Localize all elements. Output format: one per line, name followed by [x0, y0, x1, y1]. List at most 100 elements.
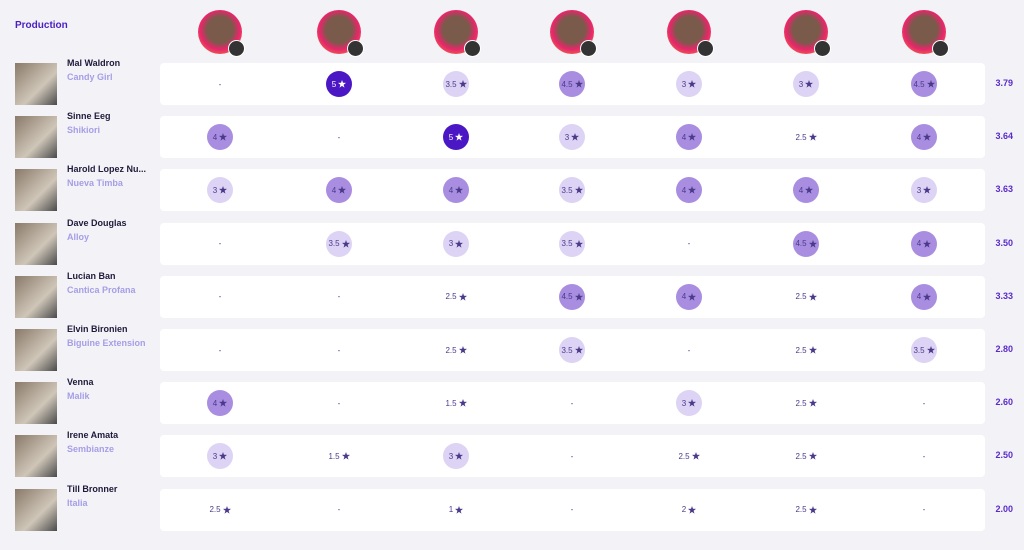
rating: 3 — [676, 390, 702, 417]
rating: 2.5 — [443, 284, 469, 310]
rating-value: 2.5 — [795, 132, 807, 142]
average-score: 2.50 — [995, 450, 1013, 461]
rating-value: 3 — [916, 185, 922, 195]
rating-value: 3 — [448, 239, 454, 249]
rating-value: 3.5 — [445, 79, 457, 89]
rating: 1.5 — [443, 390, 469, 416]
rating: 2.5 — [793, 390, 819, 416]
rating-value: 2.5 — [445, 292, 457, 302]
album-name: Nueva Timba — [67, 178, 123, 189]
rating: 2.5 — [793, 124, 819, 150]
artist-name: Irene Amata — [67, 430, 119, 441]
rating-value: - — [337, 345, 341, 355]
outlet-badge — [697, 40, 714, 57]
rating-value: 3 — [681, 79, 687, 89]
album-name: Shikiori — [67, 125, 101, 136]
rating-value: 3.5 — [328, 239, 340, 249]
album-name: Alloy — [67, 231, 90, 242]
rating: 4 — [326, 177, 352, 204]
rating-value: - — [218, 345, 222, 355]
album-name: Candy Girl — [67, 72, 113, 82]
rating: 5 — [326, 71, 352, 97]
rating-value: 4 — [798, 185, 804, 195]
rating-value: 4.5 — [795, 239, 807, 249]
album-name: Italia — [67, 497, 88, 508]
star-icon — [926, 346, 935, 354]
rating: 5 — [443, 124, 469, 151]
rating-value: 2.5 — [795, 398, 807, 408]
row-card — [160, 435, 985, 478]
rating-value: - — [218, 79, 222, 89]
rating-value: 1 — [448, 505, 454, 515]
rating: 2.5 — [443, 337, 469, 363]
rating-value: 2.5 — [795, 292, 807, 302]
star-icon — [455, 505, 464, 514]
rating: - — [326, 497, 352, 523]
rating-value: 4 — [916, 292, 922, 302]
outlet-badge — [814, 40, 831, 57]
rating-value: 3 — [681, 398, 687, 408]
star-icon — [222, 505, 231, 514]
rating-value: 4.5 — [561, 292, 573, 302]
rating: 4 — [911, 124, 937, 151]
star-icon — [341, 452, 350, 461]
outlet-badge — [347, 40, 364, 57]
star-icon — [458, 292, 467, 301]
rating-value: - — [337, 505, 341, 515]
rating: - — [911, 443, 937, 469]
rating: 3 — [207, 443, 233, 470]
artist-name: Venna — [67, 377, 94, 388]
star-icon — [688, 186, 697, 195]
rating-value: - — [687, 239, 691, 249]
album-art — [15, 488, 57, 531]
rating: - — [326, 337, 352, 363]
rating-value: 4 — [916, 239, 922, 249]
rating: 2.5 — [207, 497, 233, 523]
artist-name: Mal Waldron — [67, 58, 121, 68]
rating-value: - — [337, 292, 341, 302]
star-icon — [455, 186, 464, 195]
average-score: 3.63 — [995, 184, 1013, 195]
rating: - — [676, 337, 702, 363]
rating-value: 2.5 — [209, 505, 221, 515]
rating: 3.5 — [559, 177, 585, 204]
rating: - — [911, 390, 937, 416]
star-icon — [691, 452, 700, 461]
artist-name: Sinne Eeg — [67, 111, 111, 122]
rating: - — [911, 497, 937, 523]
rating: 3 — [443, 230, 469, 257]
star-icon — [574, 346, 583, 354]
section-title: Production — [15, 20, 68, 31]
rating: 4.5 — [559, 283, 585, 310]
rating: 3 — [911, 177, 937, 204]
rating-value: 3 — [212, 185, 218, 195]
rating: 3 — [443, 443, 469, 470]
rating: - — [326, 284, 352, 310]
album-art — [15, 169, 57, 212]
rating-value: 3 — [798, 79, 804, 89]
star-icon — [458, 80, 467, 88]
star-icon — [455, 133, 464, 141]
star-icon — [571, 133, 580, 141]
average-score: 3.79 — [995, 78, 1013, 88]
star-icon — [688, 399, 697, 407]
star-icon — [219, 452, 228, 461]
star-icon — [805, 186, 814, 195]
album-art — [15, 63, 57, 105]
outlet-badge — [932, 40, 949, 57]
rating: 3.5 — [559, 230, 585, 257]
rating: - — [559, 497, 585, 523]
rating: 3 — [559, 124, 585, 151]
album-name: Cantica Profana — [67, 284, 136, 295]
rating-value: 2.5 — [795, 505, 807, 515]
rating-value: 4 — [681, 292, 687, 302]
rating: - — [207, 71, 233, 97]
star-icon — [923, 239, 932, 248]
rating: 2 — [676, 497, 702, 523]
star-icon — [808, 133, 817, 141]
album-art — [15, 116, 57, 159]
star-icon — [688, 80, 697, 88]
rating-value: 4 — [212, 398, 218, 408]
rating: 1.5 — [326, 443, 352, 469]
